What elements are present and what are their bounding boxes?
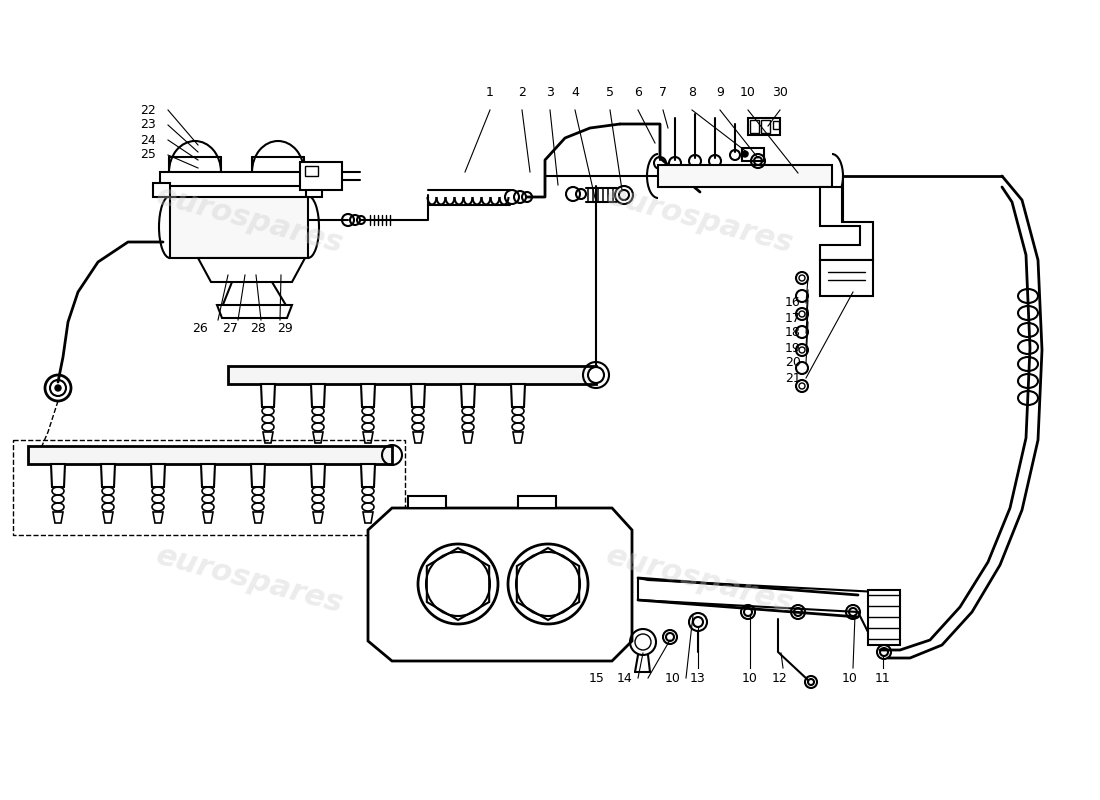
Polygon shape [263,432,273,443]
Polygon shape [151,464,165,487]
Circle shape [742,151,748,157]
Polygon shape [311,384,324,407]
Text: 20: 20 [785,357,801,370]
Circle shape [799,347,805,353]
Polygon shape [103,512,113,523]
Polygon shape [361,464,375,487]
Text: eurospares: eurospares [603,181,796,259]
Circle shape [32,454,40,462]
Polygon shape [463,432,473,443]
Text: 5: 5 [606,86,614,99]
Text: 14: 14 [617,671,632,685]
Text: 28: 28 [250,322,266,334]
Text: 22: 22 [140,103,156,117]
Text: 10: 10 [843,671,858,685]
Bar [305,166,318,176]
Circle shape [799,311,805,317]
Text: 18: 18 [785,326,801,339]
Polygon shape [160,172,318,186]
Text: eurospares: eurospares [153,541,346,619]
Text: 29: 29 [277,322,293,334]
Text: 27: 27 [222,322,238,334]
Text: eurospares: eurospares [153,181,346,259]
Polygon shape [204,512,213,523]
Bar [761,120,770,133]
Bar [742,148,764,161]
Polygon shape [363,512,373,523]
Bar [408,496,446,508]
Text: 24: 24 [140,134,156,146]
Polygon shape [306,183,322,197]
Text: 15: 15 [590,671,605,685]
Text: 30: 30 [772,86,788,99]
Text: 19: 19 [785,342,801,354]
Polygon shape [198,258,305,282]
Text: 7: 7 [659,86,667,99]
Text: 26: 26 [192,322,208,334]
Bar [300,162,342,190]
Polygon shape [51,464,65,487]
Text: 10: 10 [740,86,756,99]
Text: 21: 21 [785,371,801,385]
Polygon shape [28,446,392,464]
Polygon shape [461,384,475,407]
Polygon shape [253,512,263,523]
Polygon shape [314,432,323,443]
Polygon shape [53,512,63,523]
Polygon shape [170,197,308,258]
Text: 9: 9 [716,86,724,99]
Polygon shape [368,508,632,661]
Circle shape [808,679,814,685]
Circle shape [799,383,805,389]
Text: 1: 1 [486,86,494,99]
Polygon shape [153,183,170,197]
Text: 10: 10 [742,671,758,685]
Text: 6: 6 [634,86,642,99]
Polygon shape [361,384,375,407]
Polygon shape [412,432,424,443]
Polygon shape [101,464,116,487]
Text: 25: 25 [140,149,156,162]
Polygon shape [820,187,873,260]
Circle shape [799,275,805,281]
Bar [773,121,779,129]
Bar [750,120,759,133]
Polygon shape [868,590,900,645]
Polygon shape [363,432,373,443]
Text: 17: 17 [785,311,801,325]
Polygon shape [201,464,214,487]
Polygon shape [217,305,292,318]
Text: 2: 2 [518,86,526,99]
Polygon shape [512,384,525,407]
Text: 16: 16 [785,297,801,310]
Polygon shape [638,578,878,632]
Polygon shape [251,464,265,487]
Text: 4: 4 [571,86,579,99]
Circle shape [55,385,60,391]
Text: 8: 8 [688,86,696,99]
Bar [518,496,556,508]
Bar [748,118,780,135]
Polygon shape [314,512,323,523]
Circle shape [250,265,260,275]
Text: 13: 13 [690,671,706,685]
Polygon shape [261,384,275,407]
Polygon shape [311,464,324,487]
Text: 23: 23 [140,118,156,131]
Polygon shape [658,165,832,187]
Text: 12: 12 [772,671,788,685]
Circle shape [588,367,604,383]
Text: eurospares: eurospares [603,541,796,619]
Text: 11: 11 [876,671,891,685]
Polygon shape [153,512,163,523]
Polygon shape [820,260,873,296]
Polygon shape [513,432,522,443]
Polygon shape [411,384,425,407]
Text: 10: 10 [666,671,681,685]
Polygon shape [228,366,596,384]
Text: 3: 3 [546,86,554,99]
